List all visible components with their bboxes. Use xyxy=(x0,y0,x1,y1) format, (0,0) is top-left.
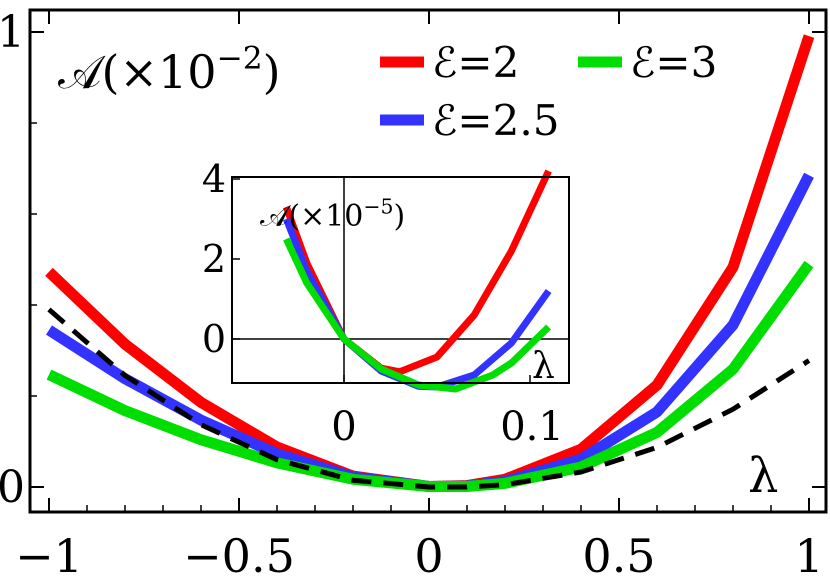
legend-label: ℰ=2 xyxy=(432,38,519,87)
inset-y-tick-label: 4 xyxy=(202,157,226,201)
x-tick-label: −1 xyxy=(15,529,83,581)
x-tick-label: 0.5 xyxy=(582,529,655,581)
inset-frame xyxy=(231,176,570,384)
inset-x-tick-label: 0.1 xyxy=(500,404,564,450)
y-tick-label: 0 xyxy=(0,462,25,513)
inset-series-line-3 xyxy=(283,237,552,393)
x-tick-label: 0 xyxy=(414,529,443,581)
legend-label: ℰ=2.5 xyxy=(432,96,559,145)
x-tick-label: −0.5 xyxy=(183,529,295,581)
y-tick-label: 1 xyxy=(0,7,25,58)
legend-label: ℰ=3 xyxy=(630,38,717,87)
main-chart: −1 −0.5 0 0.5 1 0 1 𝒜(×10−2) λ ℰ=2 ℰ=2.5 ℰ=3 xyxy=(0,7,828,581)
y-axis-label: 𝒜(×10−2) xyxy=(58,41,281,99)
inset-x-tick-label: 0 xyxy=(331,404,356,450)
x-tick-label: 1 xyxy=(794,529,823,581)
x-axis-label: λ xyxy=(748,448,778,504)
inset-y-axis-label: 𝒜(×10−5) xyxy=(260,194,405,234)
inset-x-axis-label: λ xyxy=(532,346,555,387)
inset-y-tick-label: 2 xyxy=(202,237,226,281)
inset-chart: 0 0.1 0 2 4 𝒜(×10−5) λ xyxy=(202,157,570,450)
inset-y-tick-label: 0 xyxy=(202,317,226,361)
series-line-dashed xyxy=(47,307,811,490)
